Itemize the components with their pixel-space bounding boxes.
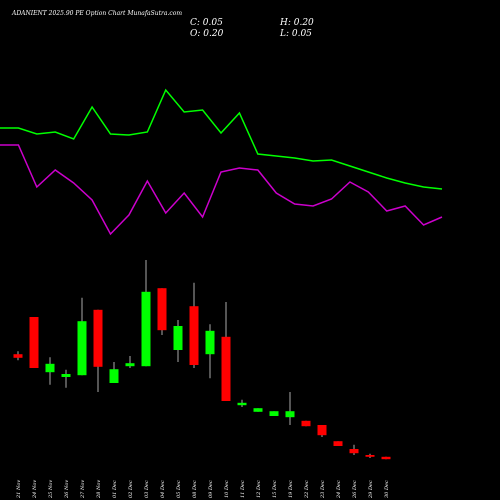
candle-body — [381, 456, 391, 460]
x-tick-label: 27 Nov — [80, 480, 86, 499]
x-tick-label: 22 Dec — [304, 480, 310, 499]
candle-body — [141, 291, 151, 367]
x-tick-label: 26 Dec — [352, 480, 358, 499]
candle-body — [269, 411, 279, 416]
candle-body — [125, 363, 135, 367]
candle-body — [317, 425, 327, 436]
x-tick-label: 11 Dec — [240, 480, 246, 498]
x-tick-label: 01 Dec — [112, 480, 118, 498]
x-tick-label: 04 Dec — [160, 480, 166, 498]
candle-body — [77, 321, 87, 376]
candle-body — [365, 455, 375, 457]
candle-body — [237, 402, 247, 406]
candle-body — [189, 306, 199, 365]
candle-body — [13, 354, 23, 358]
x-tick-label: 08 Dec — [192, 480, 198, 498]
candle-body — [61, 374, 71, 377]
candle-body — [349, 449, 359, 454]
candle-body — [29, 317, 39, 368]
x-tick-label: 09 Dec — [208, 480, 214, 498]
candle-body — [109, 369, 119, 383]
x-tick-label: 30 Dec — [384, 480, 390, 498]
x-tick-label: 29 Dec — [368, 480, 374, 499]
x-tick-label: 25 Nov — [48, 480, 54, 499]
x-tick-label: 21 Nov — [16, 480, 22, 499]
x-tick-label: 03 Dec — [144, 480, 150, 498]
high-label: H: 0.20 — [279, 18, 314, 28]
candle-body — [253, 408, 263, 412]
candle-body — [285, 411, 295, 418]
indicator-line — [0, 144, 443, 236]
x-tick-label: 26 Nov — [64, 480, 70, 499]
indicator-line — [0, 88, 443, 190]
candle-body — [301, 420, 311, 427]
candle-body — [157, 288, 167, 331]
x-tick-label: 10 Dec — [224, 480, 230, 498]
x-tick-label: 24 Dec — [336, 480, 342, 499]
candle-body — [93, 309, 103, 367]
candle-body — [205, 330, 215, 355]
x-tick-label: 05 Dec — [176, 480, 182, 498]
x-tick-label: 12 Dec — [256, 480, 262, 498]
x-tick-label: 24 Nov — [32, 480, 38, 499]
x-tick-label: 28 Nov — [96, 480, 102, 499]
x-tick-label: 15 Dec — [272, 480, 278, 498]
low-label: L: 0.05 — [279, 29, 312, 39]
open-label: O: 0.20 — [190, 29, 224, 39]
x-tick-label: 02 Dec — [128, 480, 134, 498]
x-tick-label: 19 Dec — [288, 480, 294, 498]
x-tick-label: 23 Dec — [320, 480, 326, 499]
candle-body — [45, 363, 55, 373]
close-label: C: 0.05 — [190, 18, 223, 28]
candle-body — [333, 441, 343, 446]
chart-title: ADANIENT 2025.90 PE Option Chart MunafaS… — [11, 10, 182, 17]
candle-body — [173, 326, 183, 350]
candle-body — [221, 336, 231, 401]
